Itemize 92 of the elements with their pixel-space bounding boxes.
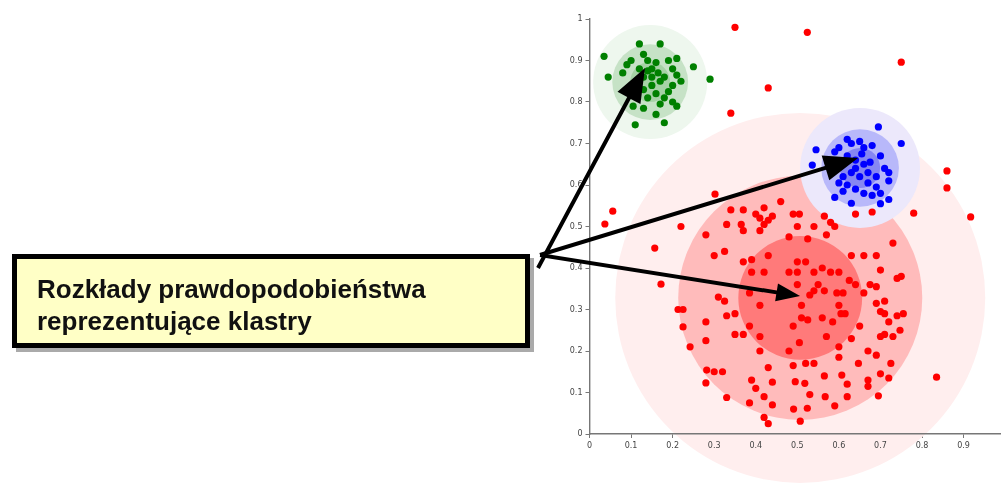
point — [600, 52, 608, 60]
point — [876, 200, 885, 208]
point — [868, 141, 876, 150]
x-tick-label: 0.3 — [707, 440, 721, 450]
x-tick-label: 0.1 — [624, 440, 638, 450]
x-tick-label: 0 — [586, 440, 593, 450]
point — [664, 88, 673, 96]
point — [808, 161, 816, 169]
point — [648, 81, 656, 89]
point — [856, 173, 864, 181]
point — [839, 187, 847, 195]
point — [673, 71, 681, 79]
point — [839, 173, 847, 181]
point — [851, 164, 860, 172]
point — [860, 160, 868, 168]
x-tick-label: 0.8 — [915, 440, 929, 450]
point — [831, 193, 839, 202]
point — [876, 152, 885, 160]
point — [866, 158, 874, 166]
point — [629, 102, 637, 110]
point — [644, 56, 652, 65]
y-tick-label: 0.7 — [569, 138, 583, 148]
point — [847, 199, 855, 207]
point — [864, 168, 872, 177]
point — [631, 121, 639, 129]
point — [812, 146, 820, 154]
point — [648, 73, 656, 81]
point — [872, 183, 880, 191]
text: Rozkłady prawdopodobieństwa reprezentujące klastry — [12, 254, 530, 348]
point — [874, 123, 882, 131]
point — [669, 65, 677, 73]
point — [660, 119, 668, 127]
point — [835, 179, 843, 187]
point — [604, 73, 612, 81]
point — [864, 179, 872, 187]
point — [843, 135, 851, 143]
point — [860, 144, 868, 152]
point — [656, 100, 664, 108]
x-tick-label: 0.5 — [790, 440, 804, 450]
point — [858, 150, 866, 158]
point — [843, 181, 851, 189]
point — [856, 137, 864, 146]
point — [885, 177, 893, 185]
point — [639, 104, 648, 112]
point — [876, 189, 885, 197]
y-tick-label: 0.3 — [569, 304, 583, 314]
point — [652, 110, 660, 119]
point — [644, 67, 652, 75]
point — [654, 69, 662, 77]
y-tick-label: 0.5 — [569, 221, 583, 231]
point — [872, 173, 880, 181]
y-tick-label: 0.9 — [569, 55, 583, 65]
y-tick-label: 1 — [577, 14, 583, 24]
y-tick-label: 0.1 — [569, 387, 583, 397]
point — [652, 58, 660, 67]
y-tick-label: 0.4 — [569, 263, 583, 273]
y-tick-label: 0 — [577, 429, 583, 439]
point — [656, 77, 664, 85]
x-tick-label: 0.2 — [666, 440, 679, 450]
point — [673, 54, 681, 63]
point — [623, 61, 631, 69]
point — [831, 148, 839, 156]
point — [635, 65, 643, 73]
point — [635, 40, 643, 48]
point — [619, 69, 627, 77]
point — [627, 56, 635, 65]
point — [860, 189, 868, 197]
point — [652, 90, 660, 98]
point — [847, 139, 855, 148]
point — [669, 81, 677, 89]
point — [660, 94, 668, 102]
point — [677, 77, 685, 85]
x-tick-label: 0.7 — [874, 440, 887, 450]
point — [881, 164, 889, 172]
x-tick-label: 0.4 — [749, 440, 763, 450]
point — [664, 56, 673, 65]
point — [689, 63, 698, 71]
point — [897, 139, 905, 148]
y-tick-label: 0.8 — [569, 97, 583, 107]
point — [673, 102, 681, 110]
point — [639, 50, 648, 58]
x-tick-label: 0.6 — [832, 440, 846, 450]
y-tick-label: 0.2 — [569, 346, 583, 356]
point — [868, 191, 876, 199]
point — [644, 94, 652, 102]
point — [656, 40, 664, 48]
point — [885, 168, 893, 177]
point — [885, 195, 893, 204]
point — [847, 168, 855, 177]
point — [851, 185, 860, 193]
x-tick-label: 0.9 — [957, 440, 970, 450]
point — [706, 75, 714, 83]
